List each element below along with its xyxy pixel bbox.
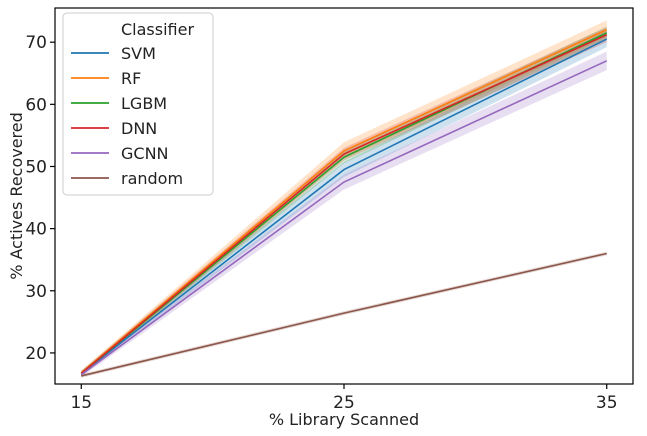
x-tick-label: 25 xyxy=(333,393,355,413)
y-tick-label: 70 xyxy=(25,33,47,53)
dnn-band xyxy=(81,27,607,376)
y-axis-label: % Actives Recovered xyxy=(7,112,26,280)
legend-label-gcnn: GCNN xyxy=(121,144,169,163)
svm-line xyxy=(80,38,608,375)
rf-line xyxy=(80,29,608,374)
series-lines xyxy=(80,29,608,377)
legend-label-svm: SVM xyxy=(121,44,156,63)
y-axis-ticks: 20 30 40 50 60 70 xyxy=(25,33,55,364)
y-tick-label: 20 xyxy=(25,344,47,364)
x-axis-label: % Library Scanned xyxy=(269,410,419,429)
y-tick-label: 40 xyxy=(25,220,47,240)
rf-band xyxy=(81,20,607,376)
legend: Classifier SVM RF LGBM DNN GCNN random xyxy=(62,12,214,196)
dnn-line xyxy=(80,33,608,375)
lgbm-band xyxy=(81,26,607,376)
random-line xyxy=(81,252,607,377)
y-tick-label: 50 xyxy=(25,157,47,177)
gcnn-band xyxy=(81,51,607,378)
y-tick-label: 60 xyxy=(25,95,47,115)
gcnn-line xyxy=(80,60,608,376)
legend-label-random: random xyxy=(121,169,183,188)
y-tick-label: 30 xyxy=(25,282,47,302)
legend-label-dnn: DNN xyxy=(121,119,157,138)
x-tick-label: 35 xyxy=(596,393,618,413)
legend-label-lgbm: LGBM xyxy=(121,94,167,113)
legend-label-rf: RF xyxy=(121,69,141,88)
legend-box xyxy=(62,12,214,196)
x-axis-ticks: 15 25 35 xyxy=(70,384,618,413)
x-tick-label: 15 xyxy=(70,393,92,413)
legend-title: Classifier xyxy=(121,20,194,39)
